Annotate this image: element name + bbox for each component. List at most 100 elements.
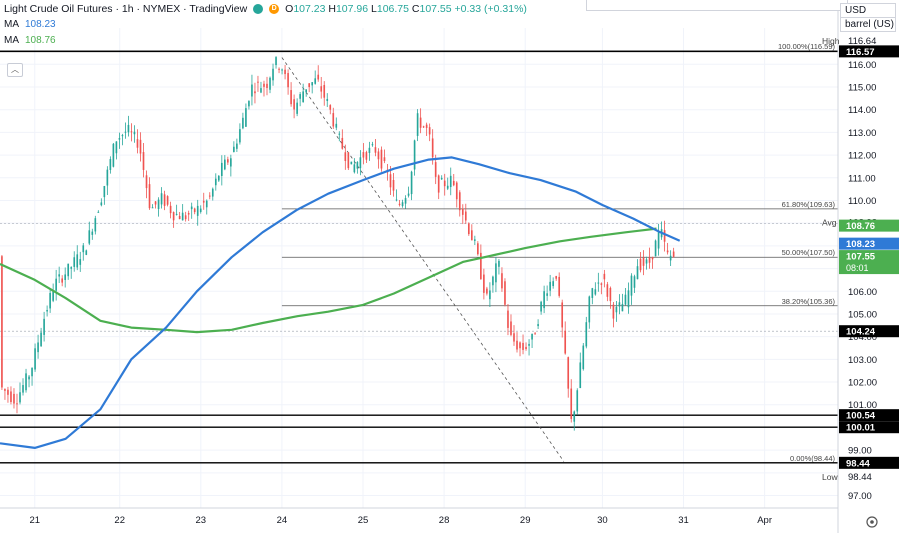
candle-body bbox=[91, 231, 94, 235]
candle-body bbox=[654, 240, 657, 257]
candle-body bbox=[266, 83, 268, 89]
candle-body bbox=[263, 83, 265, 87]
candle-body bbox=[187, 213, 190, 215]
candle-body bbox=[19, 392, 21, 403]
price-label-value: 98.44 bbox=[848, 472, 872, 483]
candle-body bbox=[594, 289, 597, 295]
candle-body bbox=[151, 207, 154, 209]
ohlc-values: O107.23 H107.96 L106.75 C107.55 +0.33 (+… bbox=[285, 3, 527, 15]
candle-body bbox=[338, 133, 341, 135]
candle-body bbox=[67, 263, 70, 277]
candle-body bbox=[52, 291, 54, 301]
candle-body bbox=[519, 342, 521, 349]
candle-body bbox=[603, 273, 606, 280]
delayed-data-icon: D bbox=[269, 4, 280, 14]
moving-averages bbox=[0, 156, 681, 449]
price-label-value: 116.57 bbox=[846, 47, 875, 58]
candle-body bbox=[452, 180, 455, 186]
candle-body bbox=[296, 102, 298, 114]
price-label-bg bbox=[839, 325, 899, 338]
candle-body bbox=[669, 255, 672, 261]
candle-body bbox=[202, 200, 205, 203]
candle-body bbox=[139, 139, 142, 154]
candle-body bbox=[178, 215, 181, 220]
candle-body bbox=[374, 147, 377, 153]
candle-body bbox=[118, 138, 121, 140]
candle-body bbox=[489, 290, 491, 300]
price-tick-label: 101.00 bbox=[848, 400, 877, 411]
candle-body bbox=[471, 230, 473, 241]
candle-body bbox=[160, 193, 163, 205]
candle-body bbox=[347, 152, 350, 169]
candle-body bbox=[585, 322, 588, 347]
candle-body bbox=[199, 208, 202, 213]
candle-body bbox=[181, 212, 184, 221]
candle-body bbox=[383, 157, 386, 162]
currency-select[interactable]: USD bbox=[840, 3, 896, 18]
time-tick-label: 23 bbox=[196, 515, 207, 526]
candle-body bbox=[446, 185, 449, 189]
price-tick-label: 114.00 bbox=[848, 105, 876, 116]
candle-body bbox=[46, 309, 48, 312]
candle-body bbox=[567, 357, 570, 389]
candle-body bbox=[260, 88, 262, 93]
settings-icon[interactable] bbox=[866, 516, 878, 528]
candle-body bbox=[365, 152, 368, 160]
candle-body bbox=[115, 141, 118, 154]
candle-body bbox=[534, 333, 536, 335]
candle-body bbox=[573, 411, 576, 422]
candle-body bbox=[323, 85, 326, 98]
candle-body bbox=[464, 211, 467, 221]
candle-body bbox=[227, 159, 229, 163]
price-label-value: 98.44 bbox=[846, 458, 870, 469]
price-tick-label: 104.00 bbox=[848, 332, 877, 343]
candle-body bbox=[362, 152, 365, 158]
fib-level-label: 50.00%(107.50) bbox=[782, 248, 836, 257]
candle-body bbox=[284, 69, 286, 75]
candle-body bbox=[13, 393, 15, 404]
ma-legend-green[interactable]: MA 108.76 bbox=[4, 35, 56, 46]
candle-body bbox=[455, 182, 458, 200]
fib-level-label: 61.80%(109.63) bbox=[782, 200, 836, 209]
candle-body bbox=[407, 193, 410, 196]
candle-body bbox=[564, 330, 567, 354]
candle-body bbox=[461, 208, 464, 215]
ma-legend-blue[interactable]: MA 108.23 bbox=[4, 19, 56, 30]
candle-body bbox=[58, 274, 60, 277]
candle-body bbox=[37, 342, 39, 353]
candle-body bbox=[380, 149, 383, 169]
time-tick-label: 28 bbox=[439, 515, 450, 526]
candle-body bbox=[588, 296, 591, 323]
candle-body bbox=[4, 389, 6, 391]
horizontal-lines: 100.00%(116.59) 61.80%(109.63) 50.00%(107.… bbox=[0, 42, 838, 464]
candle-body bbox=[546, 293, 548, 296]
candle-body bbox=[127, 124, 130, 133]
candle-body bbox=[302, 91, 304, 103]
candle-body bbox=[257, 81, 259, 83]
candle-body bbox=[208, 195, 211, 197]
candle-body bbox=[537, 324, 539, 327]
candle-body bbox=[7, 389, 9, 395]
collapse-legend-icon[interactable]: ︿ bbox=[7, 63, 23, 77]
candle-body bbox=[543, 291, 545, 309]
candle-body bbox=[440, 177, 443, 180]
unit-select[interactable]: barrel (US) bbox=[840, 17, 896, 32]
candle-body bbox=[214, 178, 217, 186]
candles bbox=[1, 56, 675, 431]
candle-body bbox=[61, 278, 64, 283]
candle-body bbox=[630, 275, 633, 296]
price-label-bg bbox=[840, 469, 898, 482]
candle-body bbox=[25, 373, 27, 391]
candle-body bbox=[443, 180, 446, 187]
candle-body bbox=[299, 94, 301, 99]
candle-body bbox=[88, 230, 91, 244]
price-label-caption: Low bbox=[822, 472, 838, 482]
candle-body bbox=[106, 169, 109, 186]
candle-body bbox=[516, 340, 518, 350]
trendline bbox=[281, 57, 565, 462]
candle-body bbox=[609, 287, 612, 302]
price-tick-label: 113.00 bbox=[848, 128, 876, 139]
candle-body bbox=[320, 86, 323, 92]
candle-body bbox=[555, 276, 557, 279]
